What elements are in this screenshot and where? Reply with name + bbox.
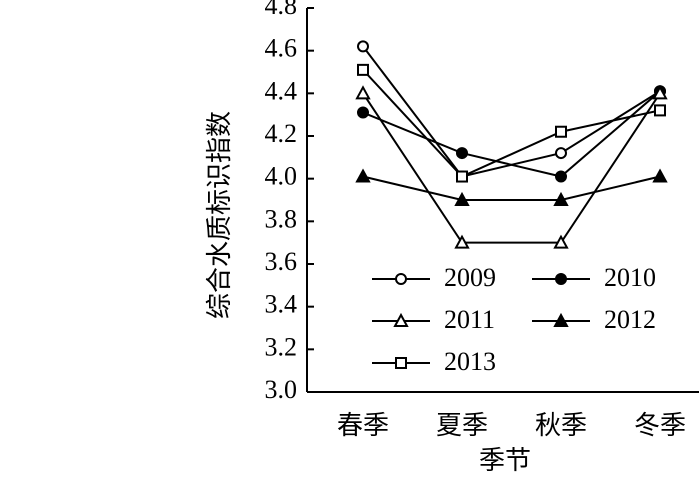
marker [454, 234, 470, 249]
marker [357, 106, 369, 119]
marker [555, 147, 567, 160]
marker [555, 273, 567, 285]
marker [456, 170, 468, 183]
marker [553, 312, 569, 327]
x-tick-label: 冬季 [634, 411, 686, 440]
series-line [362, 92, 661, 244]
marker [395, 273, 407, 285]
y-tick-label: 3.8 [265, 204, 298, 233]
marker [555, 125, 567, 138]
series-line [362, 69, 661, 178]
y-tick-label: 3.2 [265, 332, 298, 361]
y-tick-label: 4.4 [265, 76, 298, 105]
legend-label: 2012 [604, 305, 656, 334]
y-axis-label: 综合水质标识指数 [205, 111, 234, 319]
y-tick-label: 4.8 [265, 0, 298, 20]
marker [555, 170, 567, 183]
y-tick-label: 3.4 [265, 290, 298, 319]
y-tick-label: 4.6 [265, 34, 298, 63]
x-tick-label: 春季 [337, 411, 389, 440]
marker [357, 63, 369, 76]
marker [553, 191, 569, 206]
x-tick-label: 秋季 [535, 411, 587, 440]
marker [553, 234, 569, 249]
marker [654, 104, 666, 117]
legend-label: 2010 [604, 263, 656, 292]
legend-label: 2013 [444, 347, 496, 376]
marker [454, 191, 470, 206]
y-tick-label: 3.0 [265, 375, 298, 404]
marker [355, 168, 371, 183]
y-tick-label: 4.2 [265, 119, 298, 148]
y-tick-label: 4.0 [265, 162, 298, 191]
series-line [362, 45, 661, 178]
marker [357, 40, 369, 53]
x-axis-label: 季节 [479, 446, 531, 475]
marker [456, 147, 468, 160]
marker [395, 357, 407, 369]
series-line [362, 90, 661, 178]
marker [652, 85, 668, 100]
marker [652, 168, 668, 183]
marker [355, 85, 371, 100]
legend-label: 2009 [444, 263, 496, 292]
series-line [362, 175, 661, 201]
marker [393, 312, 409, 327]
x-tick-label: 夏季 [436, 411, 488, 440]
legend-label: 2011 [444, 305, 495, 334]
y-tick-label: 3.6 [265, 247, 298, 276]
